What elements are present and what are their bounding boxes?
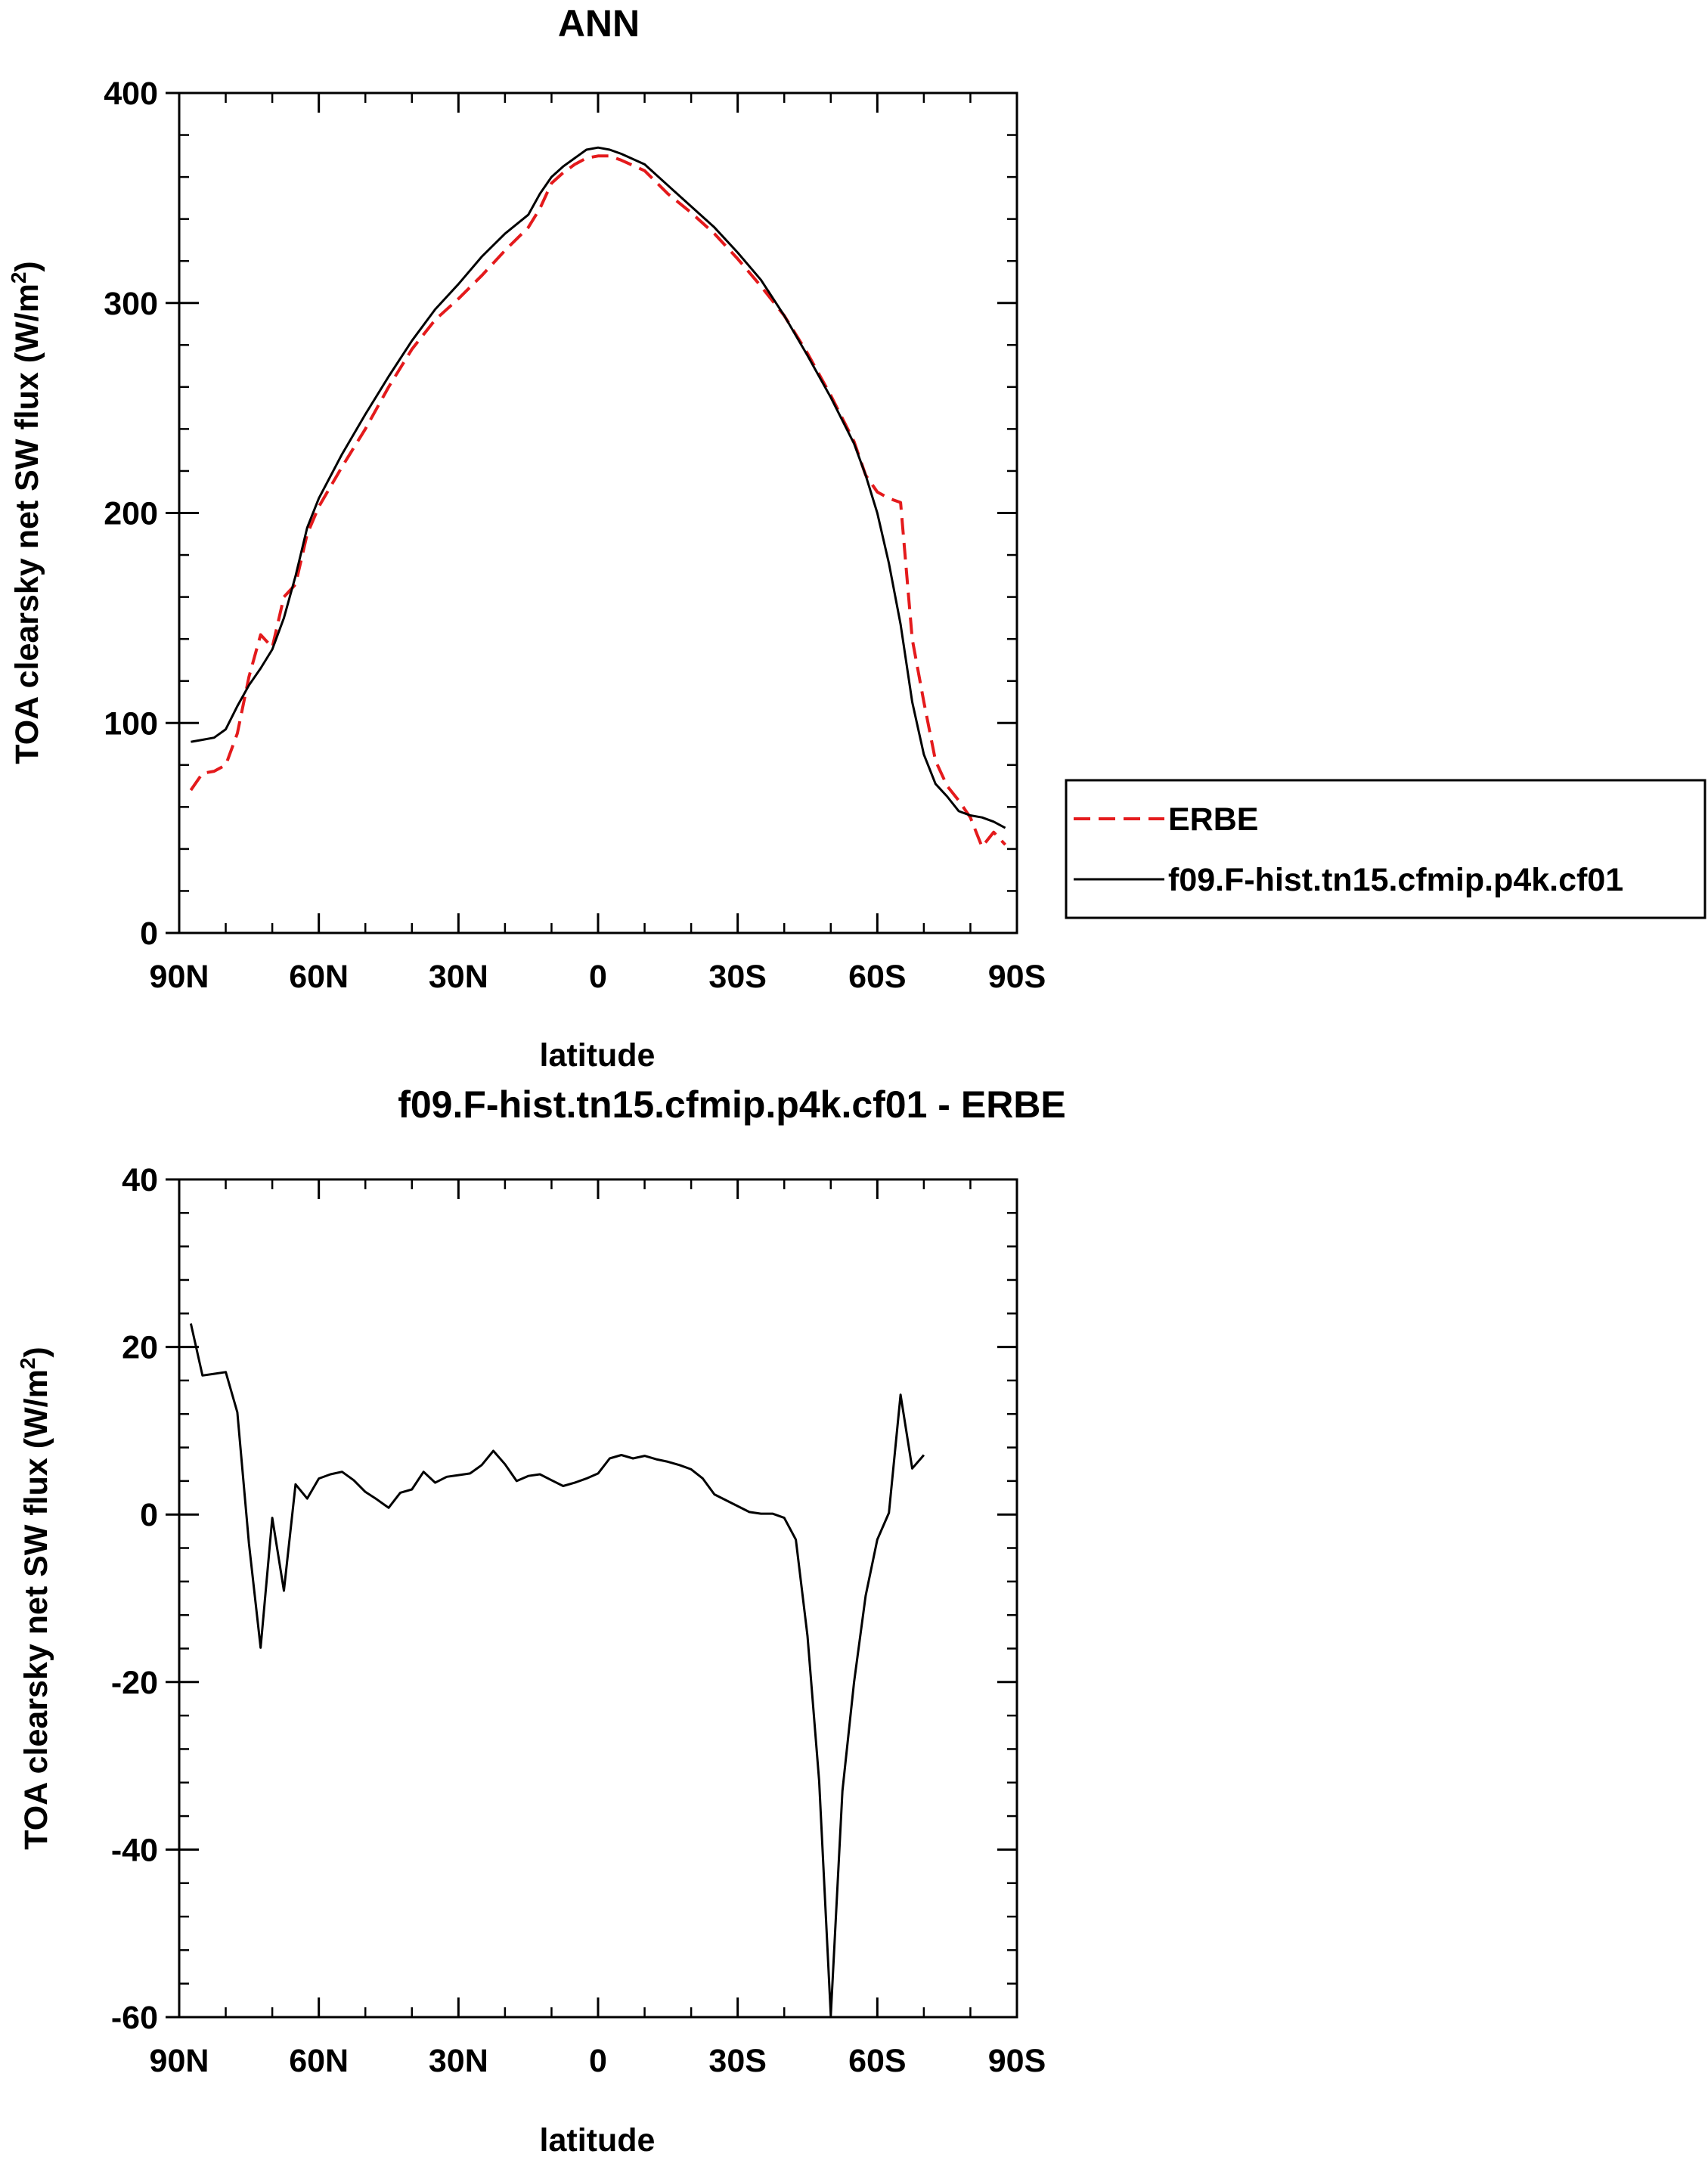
y-tick-label: 200 bbox=[104, 496, 158, 532]
legend-label-model: f09.F-hist.tn15.cfmip.p4k.cf01 bbox=[1168, 862, 1623, 898]
bottom-panel-ylabel-sup: 2 bbox=[16, 1358, 39, 1370]
y-tick-label: -40 bbox=[111, 1832, 158, 1868]
x-tick-label: 90S bbox=[988, 2043, 1046, 2079]
top-panel-ticks: 90N 60N 30N 0 30S 60S 90S 0 100 200 300 400 bbox=[104, 76, 1046, 995]
bottom-panel-frame bbox=[178, 1178, 1018, 2019]
bottom-panel-title: f09.F-hist.tn15.cfmip.p4k.cf01 - ERBE bbox=[398, 1083, 1066, 1126]
y-tick-label: -20 bbox=[111, 1665, 158, 1701]
top-panel-ylabel-sup: 2 bbox=[7, 272, 30, 284]
x-tick-label: 60N bbox=[289, 2043, 349, 2079]
y-tick-label: 400 bbox=[104, 76, 158, 112]
legend-label-erbe: ERBE bbox=[1168, 801, 1258, 838]
y-tick-label: -60 bbox=[111, 2000, 158, 2036]
erbe-line bbox=[189, 154, 1007, 849]
y-tick-label: 100 bbox=[104, 705, 158, 742]
top-panel-ylabel-end: ) bbox=[9, 261, 45, 271]
x-tick-label: 90N bbox=[150, 2043, 209, 2079]
x-tick-label: 60N bbox=[289, 959, 349, 995]
bottom-panel-series bbox=[189, 1323, 925, 2017]
y-tick-label: 0 bbox=[140, 916, 158, 952]
legend: ERBE f09.F-hist.tn15.cfmip.p4k.cf01 bbox=[1065, 779, 1706, 919]
y-tick-label: 300 bbox=[104, 286, 158, 322]
x-tick-label: 0 bbox=[589, 2043, 607, 2079]
x-tick-label: 0 bbox=[589, 959, 607, 995]
bottom-panel-ylabel-end: ) bbox=[18, 1347, 54, 1357]
y-tick-label: 20 bbox=[122, 1330, 158, 1366]
y-tick-label: 0 bbox=[140, 1497, 158, 1533]
top-panel-ylabel: TOA clearsky net SW flux (W/m2) bbox=[7, 261, 45, 764]
x-tick-label: 30N bbox=[429, 959, 488, 995]
bottom-panel-xlabel: latitude bbox=[540, 2122, 656, 2157]
x-tick-label: 60S bbox=[848, 959, 907, 995]
bottom-panel-ylabel: TOA clearsky net SW flux (W/m2) bbox=[16, 1347, 54, 1850]
top-panel-xlabel: latitude bbox=[540, 1037, 656, 1074]
model-line bbox=[191, 146, 1006, 829]
x-tick-label: 30N bbox=[429, 2043, 488, 2079]
top-panel: ANN 90N 60N 30N 0 30S 60S 90S 0 100 200 300 400 lat… bbox=[7, 2, 1046, 1074]
bottom-panel: f09.F-hist.tn15.cfmip.p4k.cf01 - ERBE 90… bbox=[16, 1083, 1066, 2157]
y-tick-label: 40 bbox=[122, 1162, 158, 1198]
top-panel-title: ANN bbox=[558, 2, 640, 45]
x-tick-label: 90N bbox=[150, 959, 209, 995]
x-tick-label: 90S bbox=[988, 959, 1046, 995]
top-panel-frame bbox=[178, 91, 1018, 934]
top-panel-ylabel-main: TOA clearsky net SW flux (W/m bbox=[9, 284, 45, 764]
bottom-panel-ylabel-main: TOA clearsky net SW flux (W/m bbox=[18, 1369, 54, 1850]
x-tick-label: 60S bbox=[848, 2043, 907, 2079]
difference-line bbox=[189, 1323, 925, 2017]
bottom-panel-ticks: 90N 60N 30N 0 30S 60S 90S -60 -40 -20 0 20 40 bbox=[111, 1162, 1046, 2079]
top-panel-series bbox=[189, 146, 1007, 849]
legend-box bbox=[1065, 779, 1706, 919]
x-tick-label: 30S bbox=[708, 959, 767, 995]
x-tick-label: 30S bbox=[708, 2043, 767, 2079]
